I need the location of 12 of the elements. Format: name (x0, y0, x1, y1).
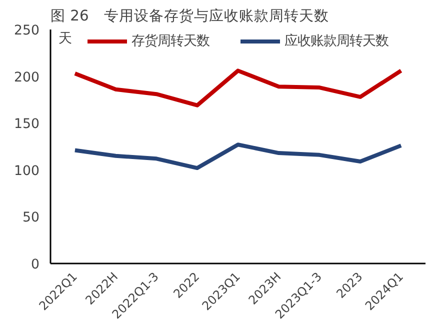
y-tick-label: 50 (22, 210, 40, 226)
y-tick-label: 250 (14, 24, 40, 38)
legend-label: 应收账款周转天数 (284, 32, 388, 50)
y-tick-label: 100 (14, 164, 40, 179)
y-tick-label: 0 (31, 258, 40, 272)
legend-label: 存货周转天数 (132, 33, 210, 50)
y-tick-label: 200 (14, 70, 40, 86)
y-axis-title: 天 (58, 32, 72, 46)
y-tick-label: 150 (14, 117, 40, 132)
chart-title: 图 26 专用设备存货与应收账款周转天数 (50, 8, 329, 24)
line-series (72, 68, 404, 108)
line-series (72, 142, 404, 170)
